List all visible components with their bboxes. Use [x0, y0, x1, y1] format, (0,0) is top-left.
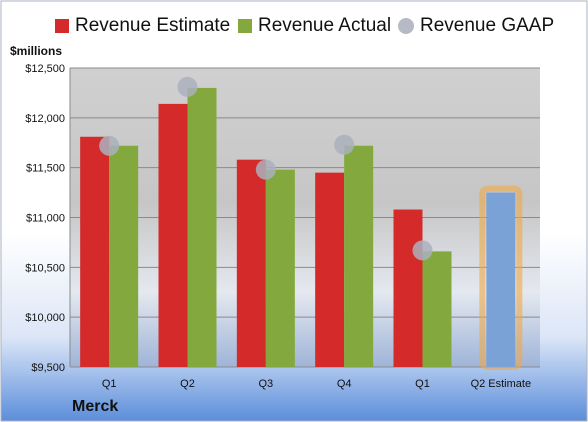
- bar-revenue-estimate: [158, 103, 188, 367]
- y-tick-label: $9,500: [31, 362, 65, 374]
- bar-q2-estimate: [486, 192, 516, 367]
- bar-revenue-actual: [187, 87, 217, 367]
- legend-swatch-estimate: [55, 19, 69, 33]
- legend-item-revenue-actual: Revenue Actual: [238, 15, 391, 37]
- legend: Revenue Estimate Revenue Actual Revenue …: [0, 15, 588, 43]
- point-revenue-gaap: [99, 135, 120, 156]
- x-tick-label: Q1: [415, 378, 430, 390]
- legend-swatch-gaap: [398, 18, 414, 34]
- bar-revenue-actual: [265, 169, 295, 367]
- bar-revenue-estimate: [315, 172, 345, 367]
- bar-revenue-estimate: [236, 159, 266, 367]
- x-tick-label: Q2: [180, 378, 195, 390]
- y-tick-label: $12,000: [25, 113, 65, 125]
- company-label: Merck: [72, 398, 119, 415]
- bar-revenue-estimate: [80, 136, 110, 367]
- x-tick-label: Q4: [337, 378, 352, 390]
- legend-item-revenue-estimate: Revenue Estimate: [55, 15, 230, 37]
- units-label: $millions: [10, 44, 63, 58]
- point-revenue-gaap: [255, 159, 276, 180]
- y-tick-label: $11,000: [26, 213, 65, 225]
- y-tick-label: $10,500: [25, 262, 65, 274]
- point-revenue-gaap: [412, 240, 433, 261]
- bar-revenue-actual: [344, 145, 374, 367]
- legend-label: Revenue Estimate: [75, 15, 231, 36]
- x-tick-label: Q3: [258, 378, 273, 390]
- y-tick-label: $12,500: [25, 63, 65, 75]
- y-tick-label: $10,000: [25, 312, 65, 324]
- legend-swatch-actual: [238, 19, 252, 33]
- x-tick-label: Q1: [102, 378, 117, 390]
- bar-revenue-actual: [109, 145, 139, 367]
- legend-label: Revenue Actual: [258, 15, 392, 36]
- y-tick-label: $11,500: [26, 163, 65, 175]
- x-tick-label: Q2 Estimate: [471, 378, 532, 390]
- point-revenue-gaap: [177, 76, 198, 97]
- point-revenue-gaap: [334, 134, 355, 155]
- bar-revenue-actual: [422, 251, 452, 367]
- bar-revenue-estimate: [393, 209, 423, 367]
- legend-item-revenue-gaap: Revenue GAAP: [398, 15, 554, 37]
- legend-label: Revenue GAAP: [420, 15, 555, 36]
